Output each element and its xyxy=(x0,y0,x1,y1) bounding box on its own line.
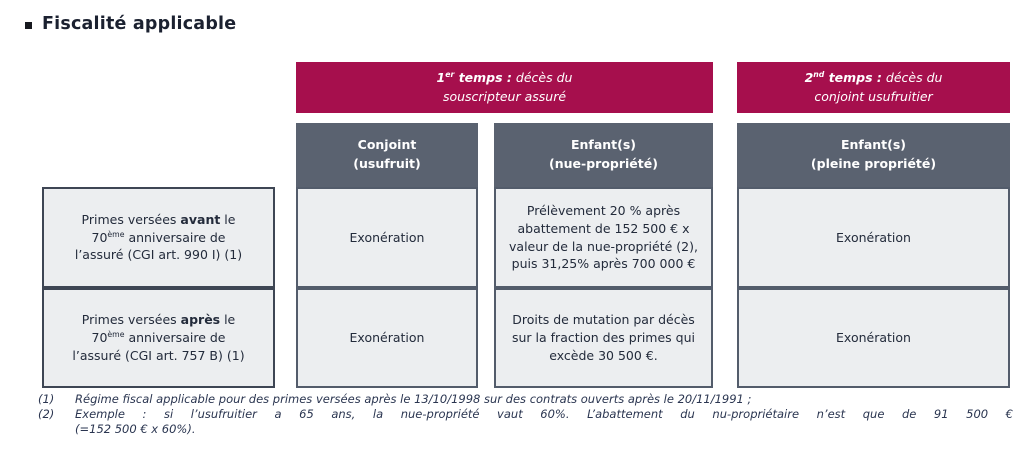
section-title: Fiscalité applicable xyxy=(25,14,236,34)
table-band-second-death: 2nd temps : décès du conjoint usufruitie… xyxy=(737,62,1010,113)
table-cell-r1c2: Prélèvement 20 % après abattement de 152… xyxy=(494,187,713,288)
column-header-conjoint: Conjoint (usufruit) xyxy=(296,123,478,187)
table-band-first-death: 1er temps : décès du souscripteur assuré xyxy=(296,62,713,113)
column-conjoint-usufruit: Conjoint (usufruit) Exonération Exonérat… xyxy=(296,123,478,388)
footnote-1: (1) Régime fiscal applicable pour des pr… xyxy=(38,392,1013,407)
footnote-2-number: (2) xyxy=(38,407,55,422)
bullet-icon xyxy=(25,21,32,29)
footnote-1-number: (1) xyxy=(38,392,55,406)
band-line2: conjoint usufruitier xyxy=(814,88,933,104)
page-title: Fiscalité applicable xyxy=(42,14,237,34)
row-header-column: Primes versées avant le 70ème anniversai… xyxy=(42,187,275,388)
band-line2: souscripteur assuré xyxy=(442,88,567,104)
table-cell-r2c3: Exonération xyxy=(737,288,1010,388)
band-line1: 2nd temps : décès du xyxy=(804,70,943,86)
footnote-1-text: Régime fiscal applicable pour des primes… xyxy=(75,392,752,406)
table-cell-r2c2: Droits de mutation par décès sur la frac… xyxy=(494,288,713,388)
table-cell-r1c1: Exonération xyxy=(296,187,478,288)
column-header-enfants-nue-propriete: Enfant(s) (nue-propriété) xyxy=(494,123,713,187)
column-enfants-nue-propriete: Enfant(s) (nue-propriété) Prélèvement 20… xyxy=(494,123,713,388)
footnote-2: (2) Exemple : si l’usufruitier a 65 ans,… xyxy=(38,407,1013,437)
row-header-primes-avant-70: Primes versées avant le 70ème anniversai… xyxy=(42,187,275,288)
footnote-2-text: Exemple : si l’usufruitier a 65 ans, la … xyxy=(75,407,1013,437)
table-cell-r1c3: Exonération xyxy=(737,187,1010,288)
table-cell-r2c1: Exonération xyxy=(296,288,478,388)
column-enfants-pleine-propriete: Enfant(s) (pleine propriété) Exonération… xyxy=(737,123,1010,388)
row-header-primes-apres-70: Primes versées après le 70ème anniversai… xyxy=(42,288,275,388)
column-header-enfants-pleine-propriete: Enfant(s) (pleine propriété) xyxy=(737,123,1010,187)
footnotes: (1) Régime fiscal applicable pour des pr… xyxy=(38,392,1013,438)
band-line1: 1er temps : décès du xyxy=(436,70,573,86)
